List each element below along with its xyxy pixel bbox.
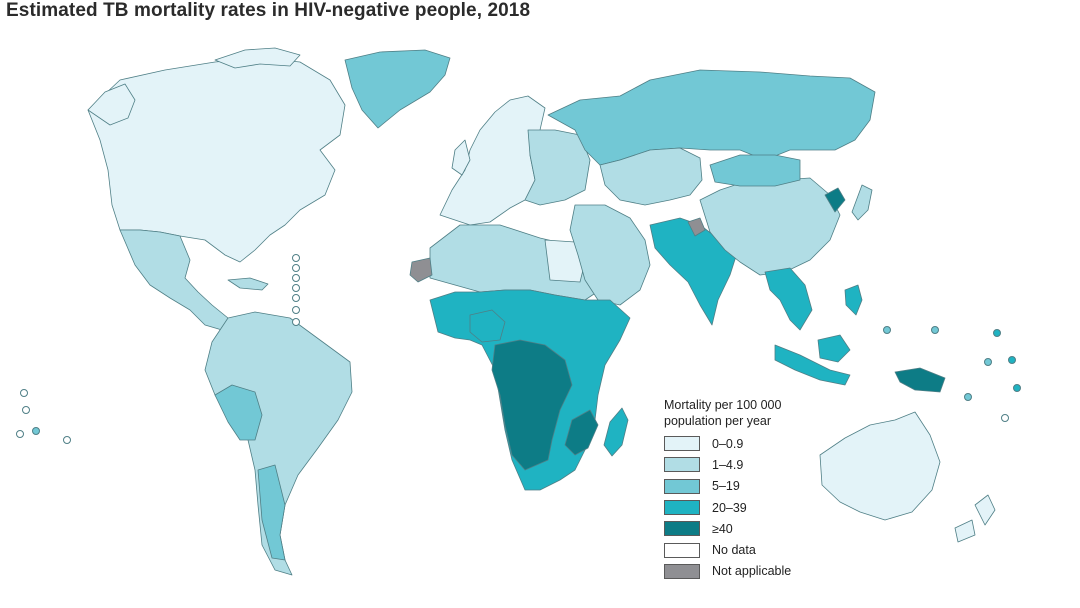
legend-item: 5–19 bbox=[664, 476, 791, 497]
region-mongolia bbox=[709, 154, 801, 187]
region-peru-bolivia bbox=[214, 384, 263, 441]
region-philippines bbox=[844, 284, 863, 316]
legend-item: Not applicable bbox=[664, 561, 791, 582]
legend-label: Not applicable bbox=[712, 564, 792, 579]
region-central-africa bbox=[491, 339, 573, 471]
legend: Mortality per 100 000 population per yea… bbox=[664, 397, 791, 582]
legend-item: 0–0.9 bbox=[664, 433, 791, 454]
legend-item: No data bbox=[664, 539, 791, 560]
region-indonesia bbox=[774, 344, 851, 386]
region-mozambique bbox=[564, 409, 599, 456]
region-western-sahara bbox=[409, 257, 433, 283]
small-island-markers bbox=[16, 254, 1021, 444]
region-japan bbox=[851, 184, 873, 221]
region-alaska bbox=[87, 83, 136, 126]
legend-swatch bbox=[664, 457, 700, 473]
region-australia bbox=[819, 411, 941, 521]
region-mexico-central-america bbox=[119, 229, 229, 331]
region-papua-new-guinea bbox=[894, 367, 946, 393]
legend-item: 1–4.9 bbox=[664, 454, 791, 475]
legend-swatch bbox=[664, 500, 700, 516]
legend-swatch bbox=[664, 478, 700, 494]
region-middle-east bbox=[569, 204, 651, 306]
legend-title: Mortality per 100 000 population per yea… bbox=[664, 397, 791, 429]
region-eastern-europe bbox=[524, 129, 591, 206]
legend-label: 0–0.9 bbox=[712, 436, 744, 451]
region-southern-cone bbox=[257, 464, 286, 561]
legend-item: ≥40 bbox=[664, 518, 791, 539]
region-russia bbox=[547, 69, 876, 166]
region-madagascar bbox=[603, 407, 629, 457]
region-southeast-asia bbox=[764, 267, 813, 331]
region-borneo bbox=[817, 334, 851, 363]
legend-label: ≥40 bbox=[712, 521, 733, 536]
region-north-korea bbox=[824, 187, 846, 213]
legend-swatch bbox=[664, 521, 700, 537]
figure-title: Estimated TB mortality rates in HIV-nega… bbox=[6, 0, 531, 21]
region-nigeria bbox=[469, 309, 506, 343]
legend-label: No data bbox=[712, 543, 756, 558]
legend-title-line2: population per year bbox=[664, 414, 772, 428]
legend-swatch bbox=[664, 542, 700, 558]
legend-label: 20–39 bbox=[712, 500, 747, 515]
legend-label: 1–4.9 bbox=[712, 457, 744, 472]
region-arctic-islands bbox=[214, 47, 301, 69]
region-caribbean bbox=[227, 277, 269, 291]
region-uk bbox=[451, 139, 471, 176]
region-kashmir bbox=[687, 217, 706, 237]
legend-title-line1: Mortality per 100 000 bbox=[664, 398, 782, 412]
region-greenland bbox=[344, 49, 451, 129]
legend-item: 20–39 bbox=[664, 497, 791, 518]
region-new-zealand bbox=[974, 494, 996, 526]
region-central-asia bbox=[599, 147, 703, 206]
region-new-zealand-south bbox=[954, 519, 976, 543]
legend-swatch bbox=[664, 563, 700, 579]
legend-swatch bbox=[664, 436, 700, 452]
legend-label: 5–19 bbox=[712, 479, 740, 494]
